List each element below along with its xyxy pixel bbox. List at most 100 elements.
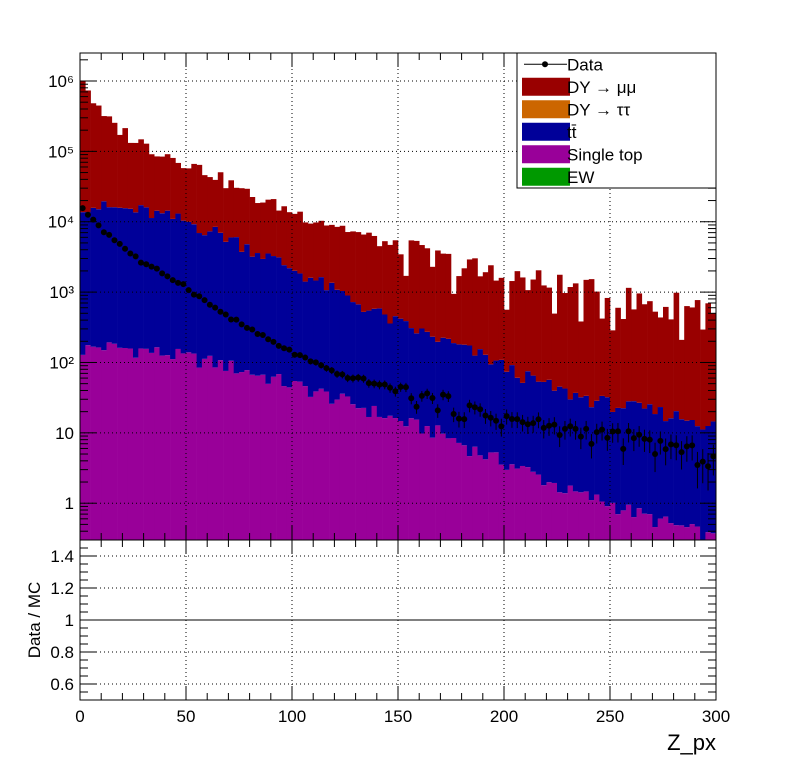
bar-dy [610,330,616,412]
bar-dy [541,285,547,382]
bar-tt [276,257,282,375]
bar-singletop [186,352,192,540]
bar-dy [106,116,113,208]
bar-dy [133,142,139,213]
data-point [164,273,171,280]
bar-dy [530,279,537,376]
bar-singletop [705,532,711,540]
bar-singletop [663,516,669,540]
bar-singletop [689,524,696,540]
x-tick-label: 250 [596,707,624,726]
data-point [434,407,441,414]
bar-singletop [371,405,378,540]
bar-tt [551,390,558,483]
bar-dy [413,240,420,334]
data-point [445,393,452,400]
bar-tt [472,355,478,447]
bar-tt [663,421,669,517]
data-point [699,458,706,465]
bar-dy [239,188,245,252]
bar-singletop [366,416,372,540]
bar-tt [599,395,605,502]
bar-singletop [260,374,266,540]
bar-dy [641,304,648,409]
bar-singletop [355,408,362,540]
bar-dy [514,271,521,378]
bar-tt [191,224,197,354]
bar-singletop [133,357,139,540]
data-point [344,374,351,381]
bar-tt [413,333,420,420]
bar-tt [223,241,229,371]
data-point [323,365,330,372]
bar-singletop [138,348,144,540]
bar-singletop [143,348,150,540]
legend-swatch [522,100,570,119]
bar-dy [297,211,303,274]
ratio-tick-label: 1.4 [50,547,74,566]
bar-tt [562,388,568,494]
data-point [143,261,150,268]
data-point [482,412,489,419]
bar-tt [265,253,272,384]
bar-dy [180,168,187,221]
bar-singletop [239,372,245,540]
bar-singletop [254,375,261,540]
bar-dy [615,307,621,408]
bar-tt [329,282,335,404]
bar-singletop [80,354,86,540]
bar-dy [694,300,701,427]
legend-label: DY → μμ [567,78,636,97]
bar-tt [678,419,685,526]
bar-dy [186,168,192,222]
bar-tt [461,344,468,446]
data-point [318,362,325,369]
bar-tt [498,359,505,465]
bar-dy [154,156,160,211]
bar-dy [424,248,431,332]
bar-dy [429,266,436,337]
x-tick-label: 150 [384,707,412,726]
bar-dy [80,80,86,213]
bar-dy [689,307,696,421]
bar-singletop [424,426,431,540]
data-point [471,404,478,411]
bar-dy [700,329,706,430]
bar-singletop [641,513,648,540]
data-point [636,431,643,438]
data-point [694,461,701,468]
data-points [80,205,716,491]
bar-dy [482,272,489,355]
data-point [206,301,213,308]
data-point [599,426,606,433]
bar-tt [360,311,367,408]
data-point [614,428,621,435]
y-tick-label: 10⁵ [48,142,74,161]
data-point [567,423,574,430]
data-point [455,415,462,422]
data-point [302,354,309,361]
bar-singletop [493,452,499,540]
bar-dy [170,157,176,219]
bar-tt [451,343,457,439]
bar-singletop [387,415,393,540]
bar-tt [424,331,431,427]
data-point [498,423,505,430]
x-axis-label: Z_px [667,730,716,755]
bar-singletop [678,525,685,540]
x-tick-label: 100 [278,707,306,726]
bar-singletop [435,425,441,540]
upper-panel: 1 10 10² 10³ 10⁴ 10⁵ 10⁶ [48,52,717,700]
bar-singletop [323,391,330,540]
bar-dy [466,259,473,346]
bar-singletop [244,370,250,540]
bar-singletop [164,355,171,540]
bar-singletop [615,514,621,540]
bar-dy [329,224,335,283]
bar-dy [164,154,171,211]
bar-dy [535,270,542,382]
bar-dy [488,265,494,365]
data-point [127,250,134,257]
bar-dy [419,245,425,329]
